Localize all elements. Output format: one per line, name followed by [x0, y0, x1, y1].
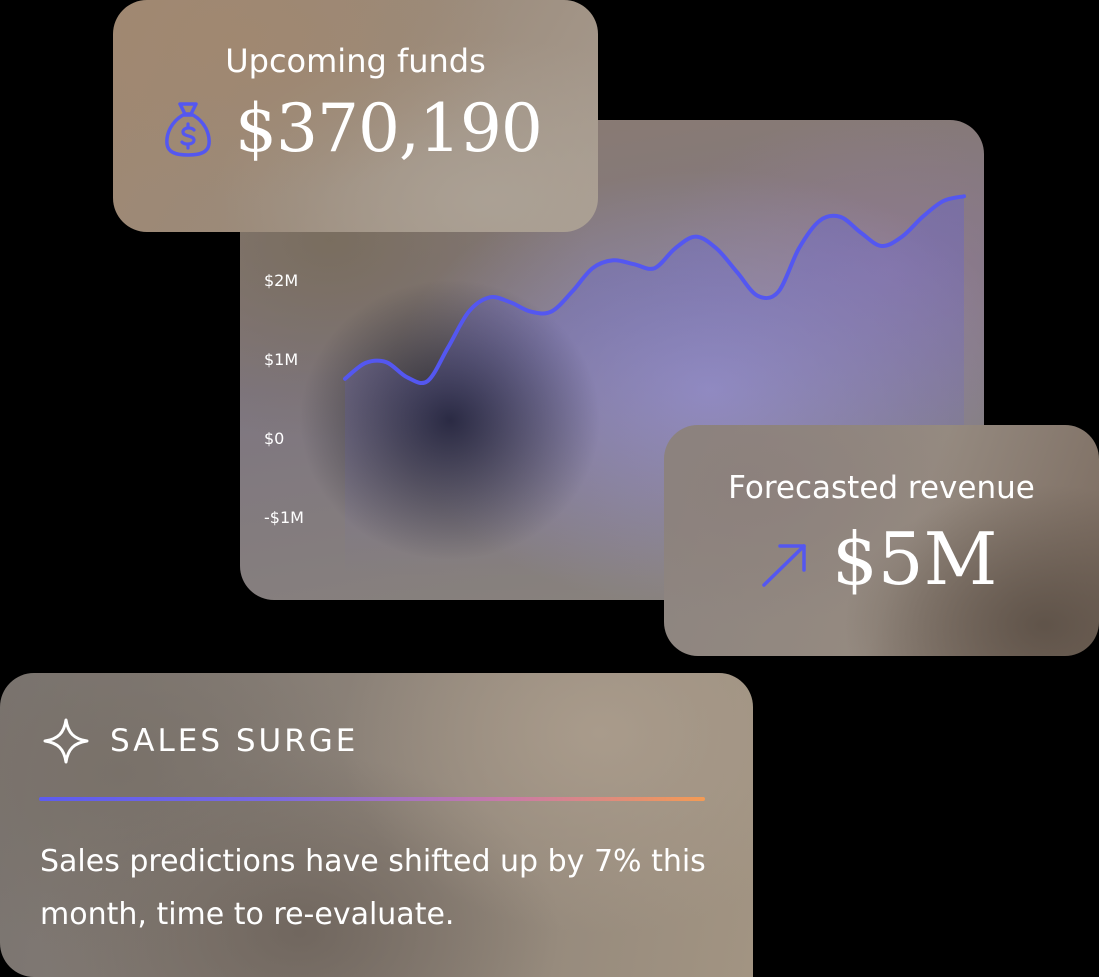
- sales-surge-header: SALES SURGE: [42, 717, 358, 765]
- upcoming-funds-card: Upcoming funds $370,190: [113, 0, 598, 232]
- series-line: [343, 194, 966, 386]
- money-bag-icon: [165, 102, 211, 157]
- y-tick-label: -$1M: [264, 508, 304, 527]
- upcoming-funds-value: $370,190: [235, 90, 543, 167]
- upcoming-funds-title: Upcoming funds: [225, 42, 486, 80]
- sales-surge-card: SALES SURGE Sales predictions have shift…: [0, 673, 753, 977]
- y-tick-label: $2M: [264, 271, 298, 290]
- forecasted-revenue-title: Forecasted revenue: [728, 470, 1035, 506]
- forecasted-revenue-row: $5M: [758, 523, 997, 595]
- sales-surge-title: SALES SURGE: [110, 723, 359, 759]
- sales-surge-divider: [39, 797, 705, 801]
- arrow-up-right-icon: [762, 544, 806, 587]
- sales-surge-description: Sales predictions have shifted up by 7% …: [40, 844, 706, 932]
- upcoming-funds-row: $370,190: [163, 90, 543, 167]
- sparkle-icon: [43, 718, 89, 764]
- y-tick-label: $0: [264, 429, 284, 448]
- forecasted-revenue-card: Forecasted revenue $5M: [664, 425, 1099, 656]
- forecasted-revenue-value: $5M: [832, 517, 998, 601]
- y-tick-label: $1M: [264, 350, 298, 369]
